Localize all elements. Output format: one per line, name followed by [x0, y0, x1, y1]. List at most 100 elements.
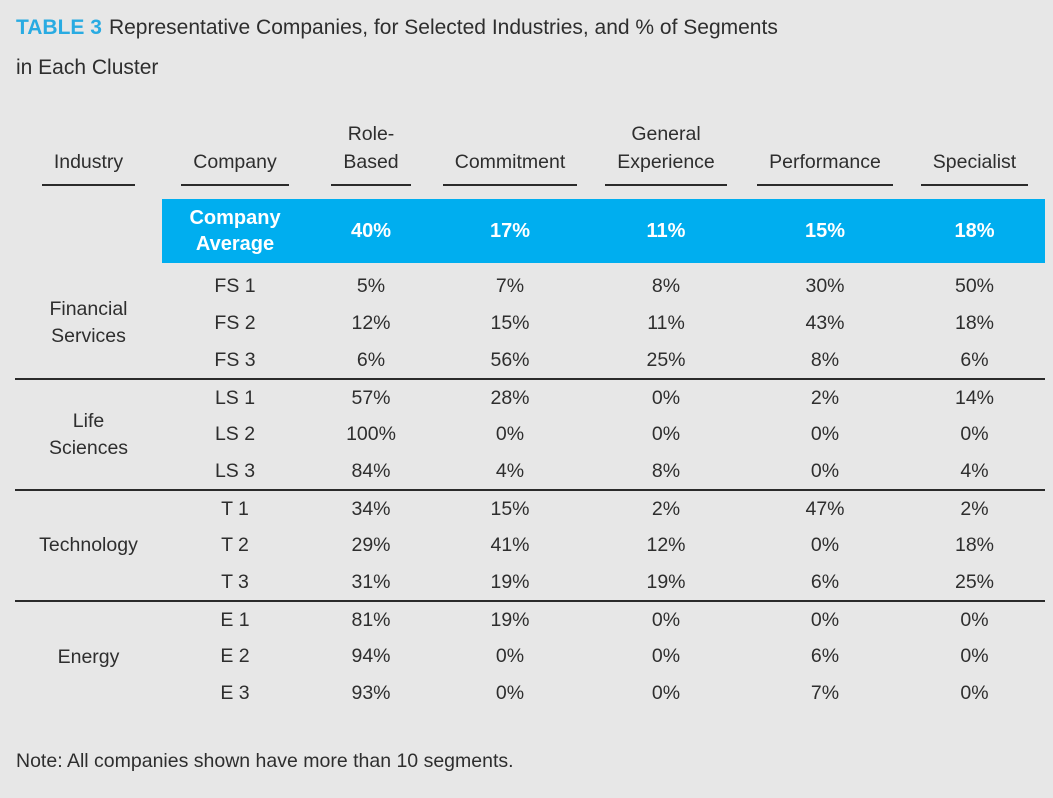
col-header-general-experience-label: General Experience — [605, 120, 727, 186]
table-row: FS 2 12% 15% 11% 43% 18% — [15, 305, 1045, 342]
average-commitment: 17% — [434, 199, 586, 263]
value-cell: 0% — [495, 645, 525, 667]
value-cell: 0% — [651, 682, 681, 704]
col-header-commitment: Commitment — [434, 120, 586, 186]
table-title-text: Representative Companies, for Selected I… — [16, 16, 778, 79]
value-cell: 6% — [810, 645, 840, 667]
company-cell: T 3 — [221, 570, 249, 593]
company-cell: FS 1 — [214, 275, 256, 297]
value-cell: 31% — [351, 570, 391, 593]
table-footnote: Note: All companies shown have more than… — [16, 750, 514, 772]
company-cell: E 1 — [162, 600, 308, 638]
value-cell: 8% — [810, 348, 840, 371]
value-cell: 0% — [960, 682, 989, 704]
company-cell: FS 2 — [214, 312, 256, 334]
average-specialist: 18% — [904, 199, 1045, 263]
value-cell: 18% — [954, 312, 995, 334]
table-row: Energy E 1 81% 19% 0% 0% 0% — [15, 600, 1045, 712]
value-cell: 0% — [904, 600, 1045, 638]
value-cell: 41% — [490, 534, 530, 556]
value-cell: 56% — [490, 348, 530, 371]
company-average-row: Company Average 40% 17% 11% 15% 18% — [15, 199, 1045, 263]
table-row: Financial Services FS 1 5% 7% 8% 30% 50% — [15, 268, 1045, 347]
industry-label-life-sciences: Life Sciences — [15, 378, 162, 490]
value-cell: 81% — [308, 600, 434, 638]
col-header-commitment-label: Commitment — [442, 148, 578, 186]
value-cell: 19% — [646, 570, 686, 593]
value-cell: 34% — [308, 489, 434, 527]
value-cell: 25% — [954, 570, 995, 593]
value-cell: 8% — [651, 459, 681, 482]
value-cell: 6% — [810, 570, 840, 593]
table-row: LS 2 100% 0% 0% 0% 0% — [15, 416, 1045, 453]
industry-label-technology: Technology — [15, 489, 162, 601]
spacer-row — [15, 186, 1045, 199]
value-cell: 6% — [960, 348, 989, 371]
value-cell: 7% — [495, 275, 525, 297]
value-cell: 0% — [586, 378, 746, 416]
value-cell: 0% — [495, 682, 525, 704]
value-cell: 94% — [351, 645, 391, 667]
value-cell: 0% — [586, 600, 746, 638]
value-cell: 19% — [490, 570, 530, 593]
average-role-based: 40% — [308, 199, 434, 263]
average-performance: 15% — [746, 199, 904, 263]
col-header-performance: Performance — [746, 120, 904, 186]
value-cell: 0% — [960, 645, 989, 667]
value-cell: 47% — [746, 489, 904, 527]
col-header-role-based: Role- Based — [308, 120, 434, 186]
value-cell: 43% — [805, 312, 845, 334]
value-cell: 6% — [356, 348, 386, 371]
value-cell: 0% — [810, 459, 840, 482]
value-cell: 8% — [651, 275, 681, 297]
table-row: Technology T 1 34% 15% 2% 47% 2% — [15, 489, 1045, 601]
value-cell: 2% — [746, 378, 904, 416]
company-cell: E 2 — [220, 645, 250, 667]
value-cell: 12% — [646, 534, 686, 556]
col-header-company: Company — [162, 120, 308, 186]
value-cell: 12% — [351, 312, 391, 334]
company-cell: LS 1 — [162, 378, 308, 416]
value-cell: 100% — [346, 423, 396, 445]
value-cell: 19% — [434, 600, 586, 638]
value-cell: 57% — [308, 378, 434, 416]
industry-label-energy: Energy — [15, 600, 162, 712]
company-cell: E 3 — [220, 682, 250, 704]
value-cell: 15% — [490, 312, 530, 334]
value-cell: 18% — [954, 534, 995, 556]
col-header-industry-label: Industry — [41, 148, 136, 186]
table-row: T 2 29% 41% 12% 0% 18% — [15, 527, 1045, 564]
average-general-experience: 11% — [586, 199, 746, 263]
table-number: TABLE 3 — [16, 16, 102, 39]
value-cell: 28% — [434, 378, 586, 416]
col-header-general-experience: General Experience — [586, 120, 746, 186]
value-cell: 2% — [904, 489, 1045, 527]
company-cell: LS 2 — [214, 423, 256, 445]
col-header-role-based-label: Role- Based — [331, 120, 411, 186]
header-row: Industry Company Role- Based Commitment … — [15, 120, 1045, 186]
table-row: E 3 93% 0% 0% 7% 0% — [15, 675, 1045, 712]
industry-label-financial-services: Financial Services — [49, 298, 128, 347]
table-title: TABLE 3 Representative Companies, for Sel… — [16, 8, 996, 88]
value-cell: 30% — [805, 275, 845, 297]
company-cell: FS 3 — [214, 348, 256, 371]
average-row-industry-cell — [15, 199, 162, 263]
col-header-industry: Industry — [15, 120, 162, 186]
value-cell: 0% — [960, 423, 989, 445]
value-cell: 0% — [746, 600, 904, 638]
value-cell: 4% — [960, 459, 989, 482]
value-cell: 0% — [651, 645, 681, 667]
table-row: T 3 31% 19% 19% 6% 25% — [15, 564, 1045, 601]
col-header-company-label: Company — [181, 148, 289, 186]
value-cell: 2% — [586, 489, 746, 527]
value-cell: 15% — [434, 489, 586, 527]
value-cell: 0% — [495, 423, 525, 445]
value-cell: 29% — [351, 534, 391, 556]
value-cell: 84% — [351, 459, 391, 482]
value-cell: 0% — [651, 423, 681, 445]
value-cell: 7% — [810, 682, 840, 704]
col-header-specialist-label: Specialist — [920, 148, 1029, 186]
col-header-performance-label: Performance — [757, 148, 893, 186]
value-cell: 0% — [810, 423, 840, 445]
